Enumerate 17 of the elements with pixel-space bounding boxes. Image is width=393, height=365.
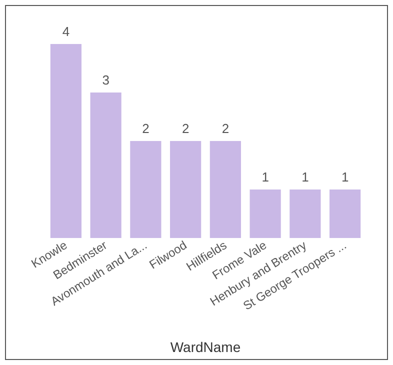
bar — [170, 141, 202, 238]
x-axis-title: WardName — [170, 339, 241, 355]
bar — [330, 190, 361, 238]
data-label: 1 — [262, 170, 269, 184]
bar — [210, 141, 241, 238]
bar — [290, 190, 321, 238]
data-label: 2 — [182, 121, 190, 136]
data-label: 3 — [102, 72, 110, 88]
bar — [250, 190, 281, 238]
data-label: 1 — [302, 170, 309, 184]
data-label: 1 — [341, 170, 349, 184]
bar — [90, 92, 122, 238]
bar — [130, 141, 162, 238]
data-label: 4 — [62, 24, 70, 39]
data-label: 2 — [142, 121, 150, 136]
data-label: 2 — [222, 121, 230, 136]
bar — [50, 44, 82, 238]
